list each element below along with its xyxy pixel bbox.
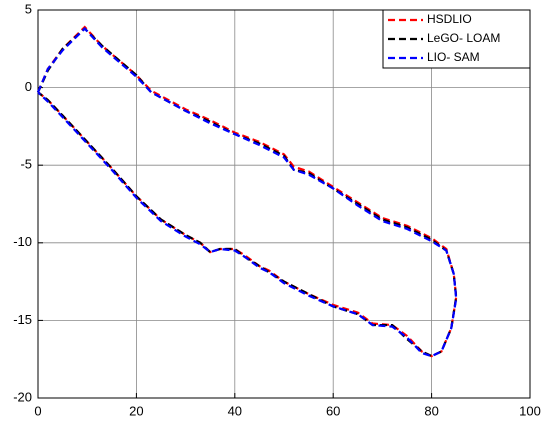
legend-label: LeGO- LOAM <box>427 31 500 45</box>
legend-box <box>382 9 531 69</box>
x-tick-label: 20 <box>129 403 143 418</box>
legend-label: LIO- SAM <box>427 50 480 64</box>
y-tick-label: 5 <box>25 1 32 16</box>
legend: HSDLIO LeGO- LOAM LIO- SAM <box>382 9 531 69</box>
y-tick-label: -5 <box>20 157 32 172</box>
x-tick-label: 0 <box>34 403 41 418</box>
x-tick-label: 40 <box>228 403 242 418</box>
x-tick-label: 60 <box>326 403 340 418</box>
plot-frame <box>37 9 531 399</box>
x-tick-label: 100 <box>519 403 541 418</box>
legend-label: HSDLIO <box>427 12 472 26</box>
y-tick-label: 0 <box>25 79 32 94</box>
y-tick-label: -15 <box>13 312 32 327</box>
x-tick-label: 80 <box>424 403 438 418</box>
y-tick-label: -10 <box>13 234 32 249</box>
trajectory-line <box>36 27 458 358</box>
y-tick-label: -20 <box>13 389 32 404</box>
